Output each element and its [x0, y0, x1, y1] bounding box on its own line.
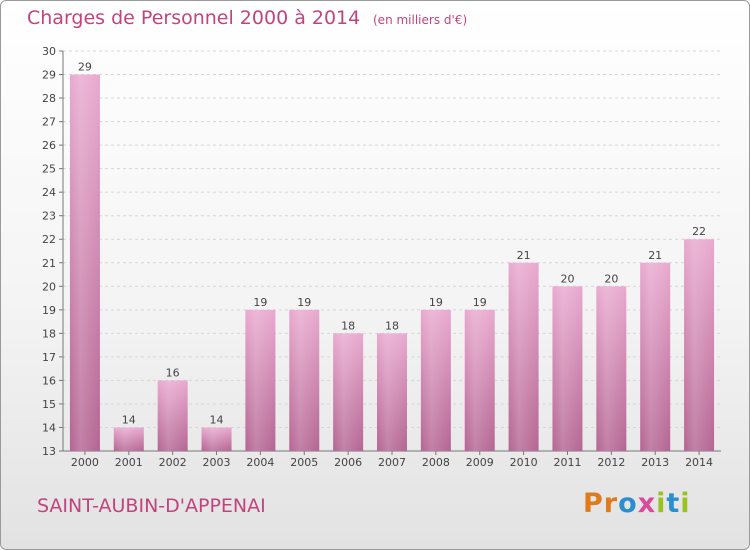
- bar-value-label: 14: [210, 413, 224, 426]
- y-tick-label: 29: [42, 69, 56, 82]
- x-tick-label: 2011: [553, 456, 581, 469]
- bar-shine: [640, 262, 671, 451]
- x-tick-label: 2014: [685, 456, 713, 469]
- y-tick-label: 23: [42, 210, 56, 223]
- x-tick-label: 2009: [466, 456, 494, 469]
- bar-shine: [69, 74, 100, 451]
- y-tick-label: 13: [42, 445, 56, 458]
- x-tick-label: 2003: [203, 456, 231, 469]
- bar-value-label: 19: [297, 296, 311, 309]
- y-tick-label: 16: [42, 374, 56, 387]
- y-tick-label: 24: [42, 186, 56, 199]
- x-tick-label: 2001: [115, 456, 143, 469]
- bar-shine: [596, 286, 627, 451]
- bar-shine: [464, 309, 495, 451]
- bar-shine: [508, 262, 539, 451]
- y-tick-label: 30: [42, 45, 56, 58]
- logo-letter: x: [637, 488, 657, 519]
- y-tick-label: 28: [42, 92, 56, 105]
- logo-letter: t: [666, 488, 681, 519]
- x-tick-label: 2004: [246, 456, 274, 469]
- logo-letter: i: [656, 488, 667, 519]
- bar-value-label: 14: [122, 413, 136, 426]
- bar-value-label: 20: [560, 272, 574, 285]
- bar-shine: [684, 239, 715, 451]
- chart-unit: (en milliers d'€): [373, 13, 468, 27]
- y-tick-label: 18: [42, 327, 56, 340]
- x-tick-label: 2007: [378, 456, 406, 469]
- logo-letter: P: [583, 488, 604, 519]
- bar-value-label: 18: [341, 319, 355, 332]
- bar-value-label: 22: [692, 225, 706, 238]
- bar-value-label: 21: [648, 249, 662, 262]
- x-tick-label: 2005: [290, 456, 318, 469]
- x-tick-label: 2013: [641, 456, 669, 469]
- bar-value-label: 16: [166, 366, 180, 379]
- town-name: SAINT-AUBIN-D'APPENAI: [37, 495, 266, 517]
- y-tick-label: 27: [42, 116, 56, 129]
- y-tick-label: 22: [42, 233, 56, 246]
- bar-shine: [333, 333, 364, 451]
- x-tick-label: 2002: [159, 456, 187, 469]
- bar-shine: [552, 286, 583, 451]
- bar-shine: [201, 427, 232, 451]
- logo-letter: r: [603, 488, 619, 519]
- y-tick-label: 26: [42, 139, 56, 152]
- y-tick-label: 19: [42, 304, 56, 317]
- bar-shine: [245, 309, 276, 451]
- bar-value-label: 19: [429, 296, 443, 309]
- x-tick-label: 2012: [597, 456, 625, 469]
- y-tick-label: 21: [42, 257, 56, 270]
- proxiti-logo[interactable]: Proxiti: [583, 488, 691, 519]
- y-tick-label: 17: [42, 351, 56, 364]
- bar-value-label: 20: [604, 272, 618, 285]
- y-tick-label: 14: [42, 421, 56, 434]
- bar-value-label: 18: [385, 319, 399, 332]
- logo-letter: i: [680, 488, 691, 519]
- bar-value-label: 29: [78, 61, 92, 74]
- bar-value-label: 21: [517, 249, 531, 262]
- bar-shine: [157, 380, 188, 451]
- bar-shine: [113, 427, 144, 451]
- bar-shine: [420, 309, 451, 451]
- x-tick-label: 2010: [510, 456, 538, 469]
- logo-letter: o: [618, 488, 638, 519]
- y-tick-label: 25: [42, 163, 56, 176]
- y-tick-label: 15: [42, 398, 56, 411]
- x-tick-label: 2008: [422, 456, 450, 469]
- y-tick-label: 20: [42, 280, 56, 293]
- bar-value-label: 19: [473, 296, 487, 309]
- bar-shine: [289, 309, 320, 451]
- bar-value-label: 19: [253, 296, 267, 309]
- x-tick-label: 2006: [334, 456, 362, 469]
- chart-title: Charges de Personnel 2000 à 2014: [27, 7, 361, 29]
- x-tick-label: 2000: [71, 456, 99, 469]
- bar-shine: [377, 333, 407, 451]
